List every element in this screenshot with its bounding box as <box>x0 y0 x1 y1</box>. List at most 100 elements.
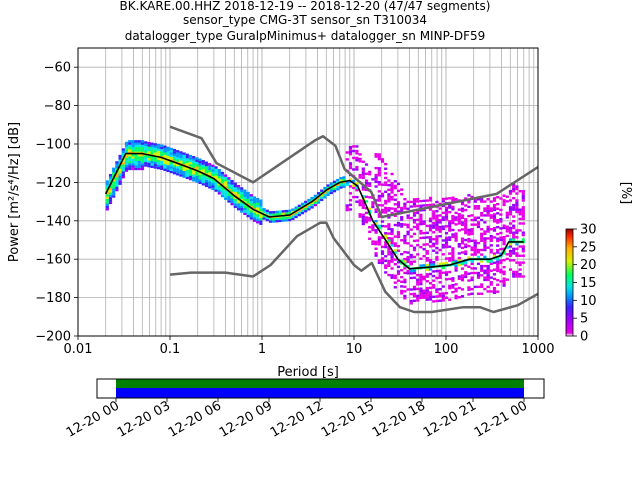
pdf-cell <box>156 166 161 170</box>
pdf-cell <box>377 169 381 172</box>
pdf-cell <box>457 243 461 246</box>
pdf-cell <box>393 210 397 213</box>
pdf-cell <box>156 159 161 163</box>
pdf-cell <box>441 243 445 247</box>
pdf-cell <box>486 209 490 213</box>
pdf-cell <box>220 187 225 191</box>
pdf-cell <box>172 148 177 152</box>
pdf-cell <box>150 156 154 159</box>
pdf-cell <box>419 213 423 217</box>
pdf-cell <box>358 215 362 218</box>
pdf-cell <box>281 212 285 215</box>
pdf-cell <box>492 220 497 223</box>
pdf-cell <box>444 213 449 216</box>
pdf-cell <box>473 200 477 203</box>
pdf-cell <box>259 213 263 216</box>
pdf-cell <box>412 205 417 208</box>
pdf-cell <box>432 249 436 252</box>
pdf-cell <box>480 253 484 256</box>
pdf-cell <box>419 204 423 207</box>
pdf-cell <box>128 163 132 166</box>
pdf-cell <box>515 229 519 232</box>
pdf-cell <box>288 209 292 212</box>
pdf-cell <box>502 194 506 197</box>
pdf-cell <box>105 208 109 211</box>
pdf-cell <box>441 227 445 231</box>
pdf-cell <box>432 237 436 241</box>
pdf-cell <box>400 252 404 256</box>
pdf-cell <box>166 160 170 163</box>
pdf-cell <box>374 178 378 181</box>
pdf-cell <box>140 163 145 166</box>
pdf-cell <box>476 285 481 289</box>
pdf-cell <box>345 208 349 212</box>
pdf-cell <box>486 211 490 215</box>
pdf-cell <box>259 204 263 207</box>
pdf-cell <box>361 185 365 189</box>
pdf-cell <box>476 225 481 229</box>
pdf-cell <box>204 184 209 188</box>
pdf-cell <box>160 167 164 170</box>
pdf-cell <box>393 286 397 289</box>
pdf-cell <box>371 201 375 204</box>
pdf-cell <box>128 149 132 152</box>
pdf-cell <box>492 286 497 290</box>
pdf-cell <box>441 211 445 215</box>
pdf-cell <box>483 237 487 240</box>
pdf-cell <box>121 148 125 151</box>
pdf-cell <box>435 226 439 229</box>
pdf-cell <box>182 152 186 155</box>
pdf-cell <box>518 254 522 257</box>
pdf-cell <box>499 268 503 272</box>
pdf-cell <box>121 162 125 165</box>
pdf-cell <box>435 235 439 238</box>
pdf-cell <box>118 159 122 162</box>
pdf-cell <box>118 175 122 178</box>
pdf-cell <box>467 201 471 204</box>
pdf-cell <box>387 248 391 251</box>
pdf-cell <box>256 200 260 203</box>
pdf-cell <box>508 231 513 234</box>
timeline-tick-label: 12-20 12 <box>268 398 326 440</box>
pdf-cell <box>240 201 244 204</box>
pdf-cell <box>172 162 177 166</box>
pdf-cell <box>512 219 516 223</box>
pdf-cell <box>134 142 138 145</box>
pdf-cell <box>505 227 509 231</box>
new-low-noise-model-line <box>169 221 538 314</box>
pdf-cell <box>121 159 125 163</box>
pdf-cell <box>428 272 433 276</box>
pdf-cell <box>201 160 205 163</box>
pdf-cell <box>422 291 426 295</box>
pdf-cell <box>492 199 497 202</box>
pdf-cell <box>358 160 362 163</box>
pdf-cell <box>108 199 113 202</box>
pdf-cell <box>233 187 237 190</box>
pdf-cell <box>448 229 452 232</box>
pdf-cell <box>428 245 433 248</box>
pdf-cell <box>441 285 445 288</box>
pdf-cell <box>185 153 189 157</box>
pdf-cell <box>432 226 436 229</box>
pdf-cell <box>361 195 365 198</box>
pdf-cell <box>518 261 522 264</box>
pdf-cell <box>496 283 500 286</box>
pdf-cell <box>451 251 455 255</box>
pdf-cell <box>460 207 465 210</box>
pdf-cell <box>492 261 497 265</box>
pdf-cell <box>444 211 449 214</box>
pdf-cell <box>345 183 349 186</box>
pdf-cell <box>348 208 353 211</box>
pdf-cell <box>390 276 394 279</box>
pdf-cell <box>259 199 263 202</box>
pdf-cell <box>240 203 244 206</box>
pdf-cell <box>169 150 173 153</box>
pdf-cell <box>140 156 145 159</box>
pdf-cell <box>384 259 388 263</box>
pdf-cell <box>483 248 487 252</box>
pdf-cell <box>454 283 458 286</box>
pdf-cell <box>195 171 199 174</box>
pdf-cell <box>483 276 487 279</box>
pdf-cell <box>364 188 369 192</box>
pdf-cell <box>243 210 247 213</box>
